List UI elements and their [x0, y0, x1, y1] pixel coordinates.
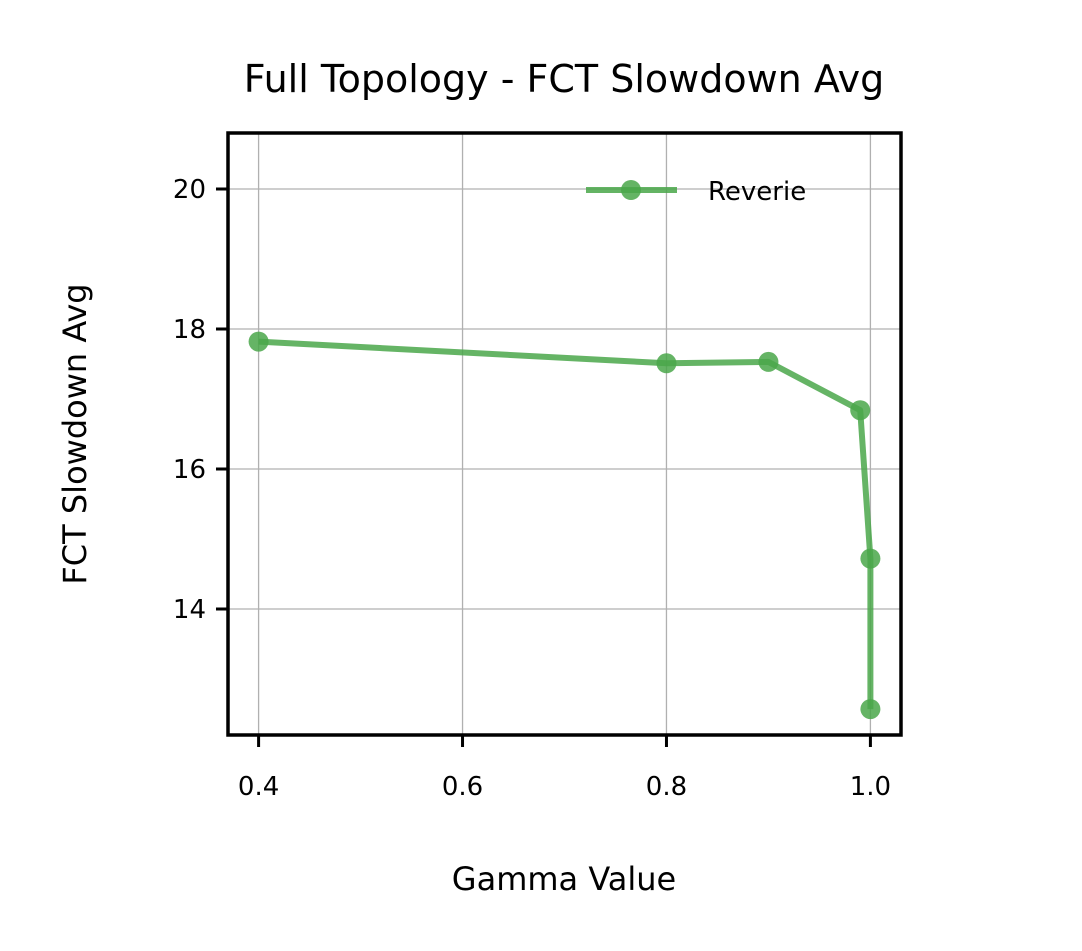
y-tick-label: 14 [173, 595, 206, 625]
series-line [258, 338, 874, 710]
data-point [860, 548, 881, 569]
legend-label: Reverie [708, 177, 806, 207]
plot-frame [226, 131, 903, 737]
tick-layer: 0.4 0.6 0.8 1.0 14 16 18 20 [173, 175, 891, 802]
legend-marker [621, 180, 641, 200]
y-tick-label: 16 [173, 455, 206, 485]
data-point [758, 351, 779, 372]
series-layer [248, 331, 881, 720]
x-tick-label: 0.8 [646, 772, 687, 802]
data-point [656, 353, 677, 374]
data-point [850, 400, 871, 421]
legend: Reverie [586, 177, 806, 207]
x-tick-label: 0.6 [442, 772, 483, 802]
data-point [860, 699, 881, 720]
x-axis-label: Gamma Value [452, 860, 676, 898]
x-tick-label: 0.4 [238, 772, 279, 802]
y-tick-label: 20 [173, 175, 206, 205]
grid-layer [228, 133, 901, 735]
y-tick-label: 18 [173, 315, 206, 345]
chart-title: Full Topology - FCT Slowdown Avg [244, 57, 884, 101]
x-tick-label: 1.0 [850, 772, 891, 802]
data-point [248, 331, 269, 352]
y-axis-label: FCT Slowdown Avg [56, 283, 94, 584]
